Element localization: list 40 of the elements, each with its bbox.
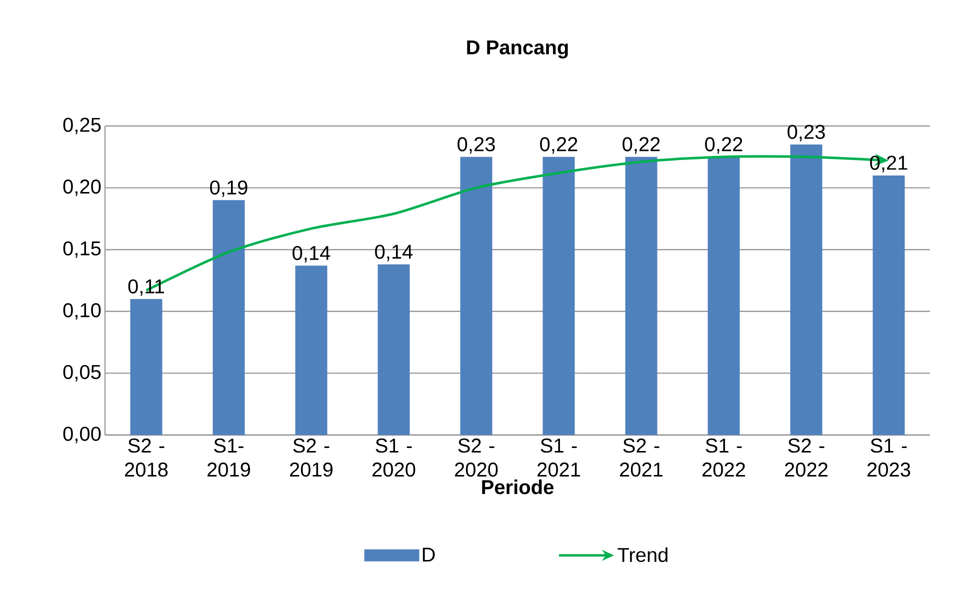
- x-tick-label: S1 - 2021: [538, 438, 580, 477]
- data-label: 0,23: [458, 137, 495, 154]
- x-tick-label: S2 - 2018: [125, 438, 168, 477]
- y-tick-label: 0,05: [63, 364, 101, 382]
- data-label: 0,22: [705, 137, 742, 154]
- bar: [212, 200, 245, 435]
- x-tick-label: S2 - 2021: [620, 438, 663, 477]
- y-tick-label: 0,10: [63, 303, 101, 320]
- data-label: 0,22: [540, 137, 578, 154]
- bar: [872, 175, 905, 435]
- chart-title: D Pancang: [467, 40, 568, 58]
- data-label: 0,23: [788, 124, 825, 142]
- bar: [460, 156, 492, 435]
- bar: [625, 156, 658, 435]
- y-tick-label: 0,25: [63, 118, 101, 134]
- legend-label: Trend: [618, 547, 668, 562]
- data-label: 0,22: [622, 137, 660, 154]
- bar: [542, 156, 575, 435]
- bar: [708, 156, 740, 435]
- x-tick-label: S1 - 2022: [702, 438, 745, 477]
- data-label: 0,14: [292, 246, 330, 262]
- x-axis-title: Periode: [482, 480, 554, 494]
- bar: [790, 144, 822, 435]
- x-tick-label: S2 - 2019: [290, 438, 333, 477]
- bar: [295, 266, 328, 435]
- bar: [378, 264, 410, 435]
- y-tick-label: 0,15: [63, 241, 101, 258]
- y-tick-label: 0,20: [63, 180, 101, 196]
- x-tick-label: S1 - 2020: [372, 438, 416, 477]
- data-label: 0,11: [128, 279, 164, 296]
- x-tick-label: S1- 2019: [208, 438, 250, 477]
- y-tick-label: 0,00: [63, 426, 101, 444]
- bar: [130, 299, 162, 435]
- data-label: 0,21: [870, 156, 908, 172]
- legend-label: D: [422, 548, 435, 562]
- data-label: 0,14: [375, 244, 413, 262]
- x-tick-label: S2 - 2022: [785, 438, 828, 477]
- x-tick-label: S2 - 2020: [455, 438, 498, 477]
- data-label: 0,19: [210, 180, 248, 197]
- x-tick-label: S1 - 2023: [868, 438, 910, 477]
